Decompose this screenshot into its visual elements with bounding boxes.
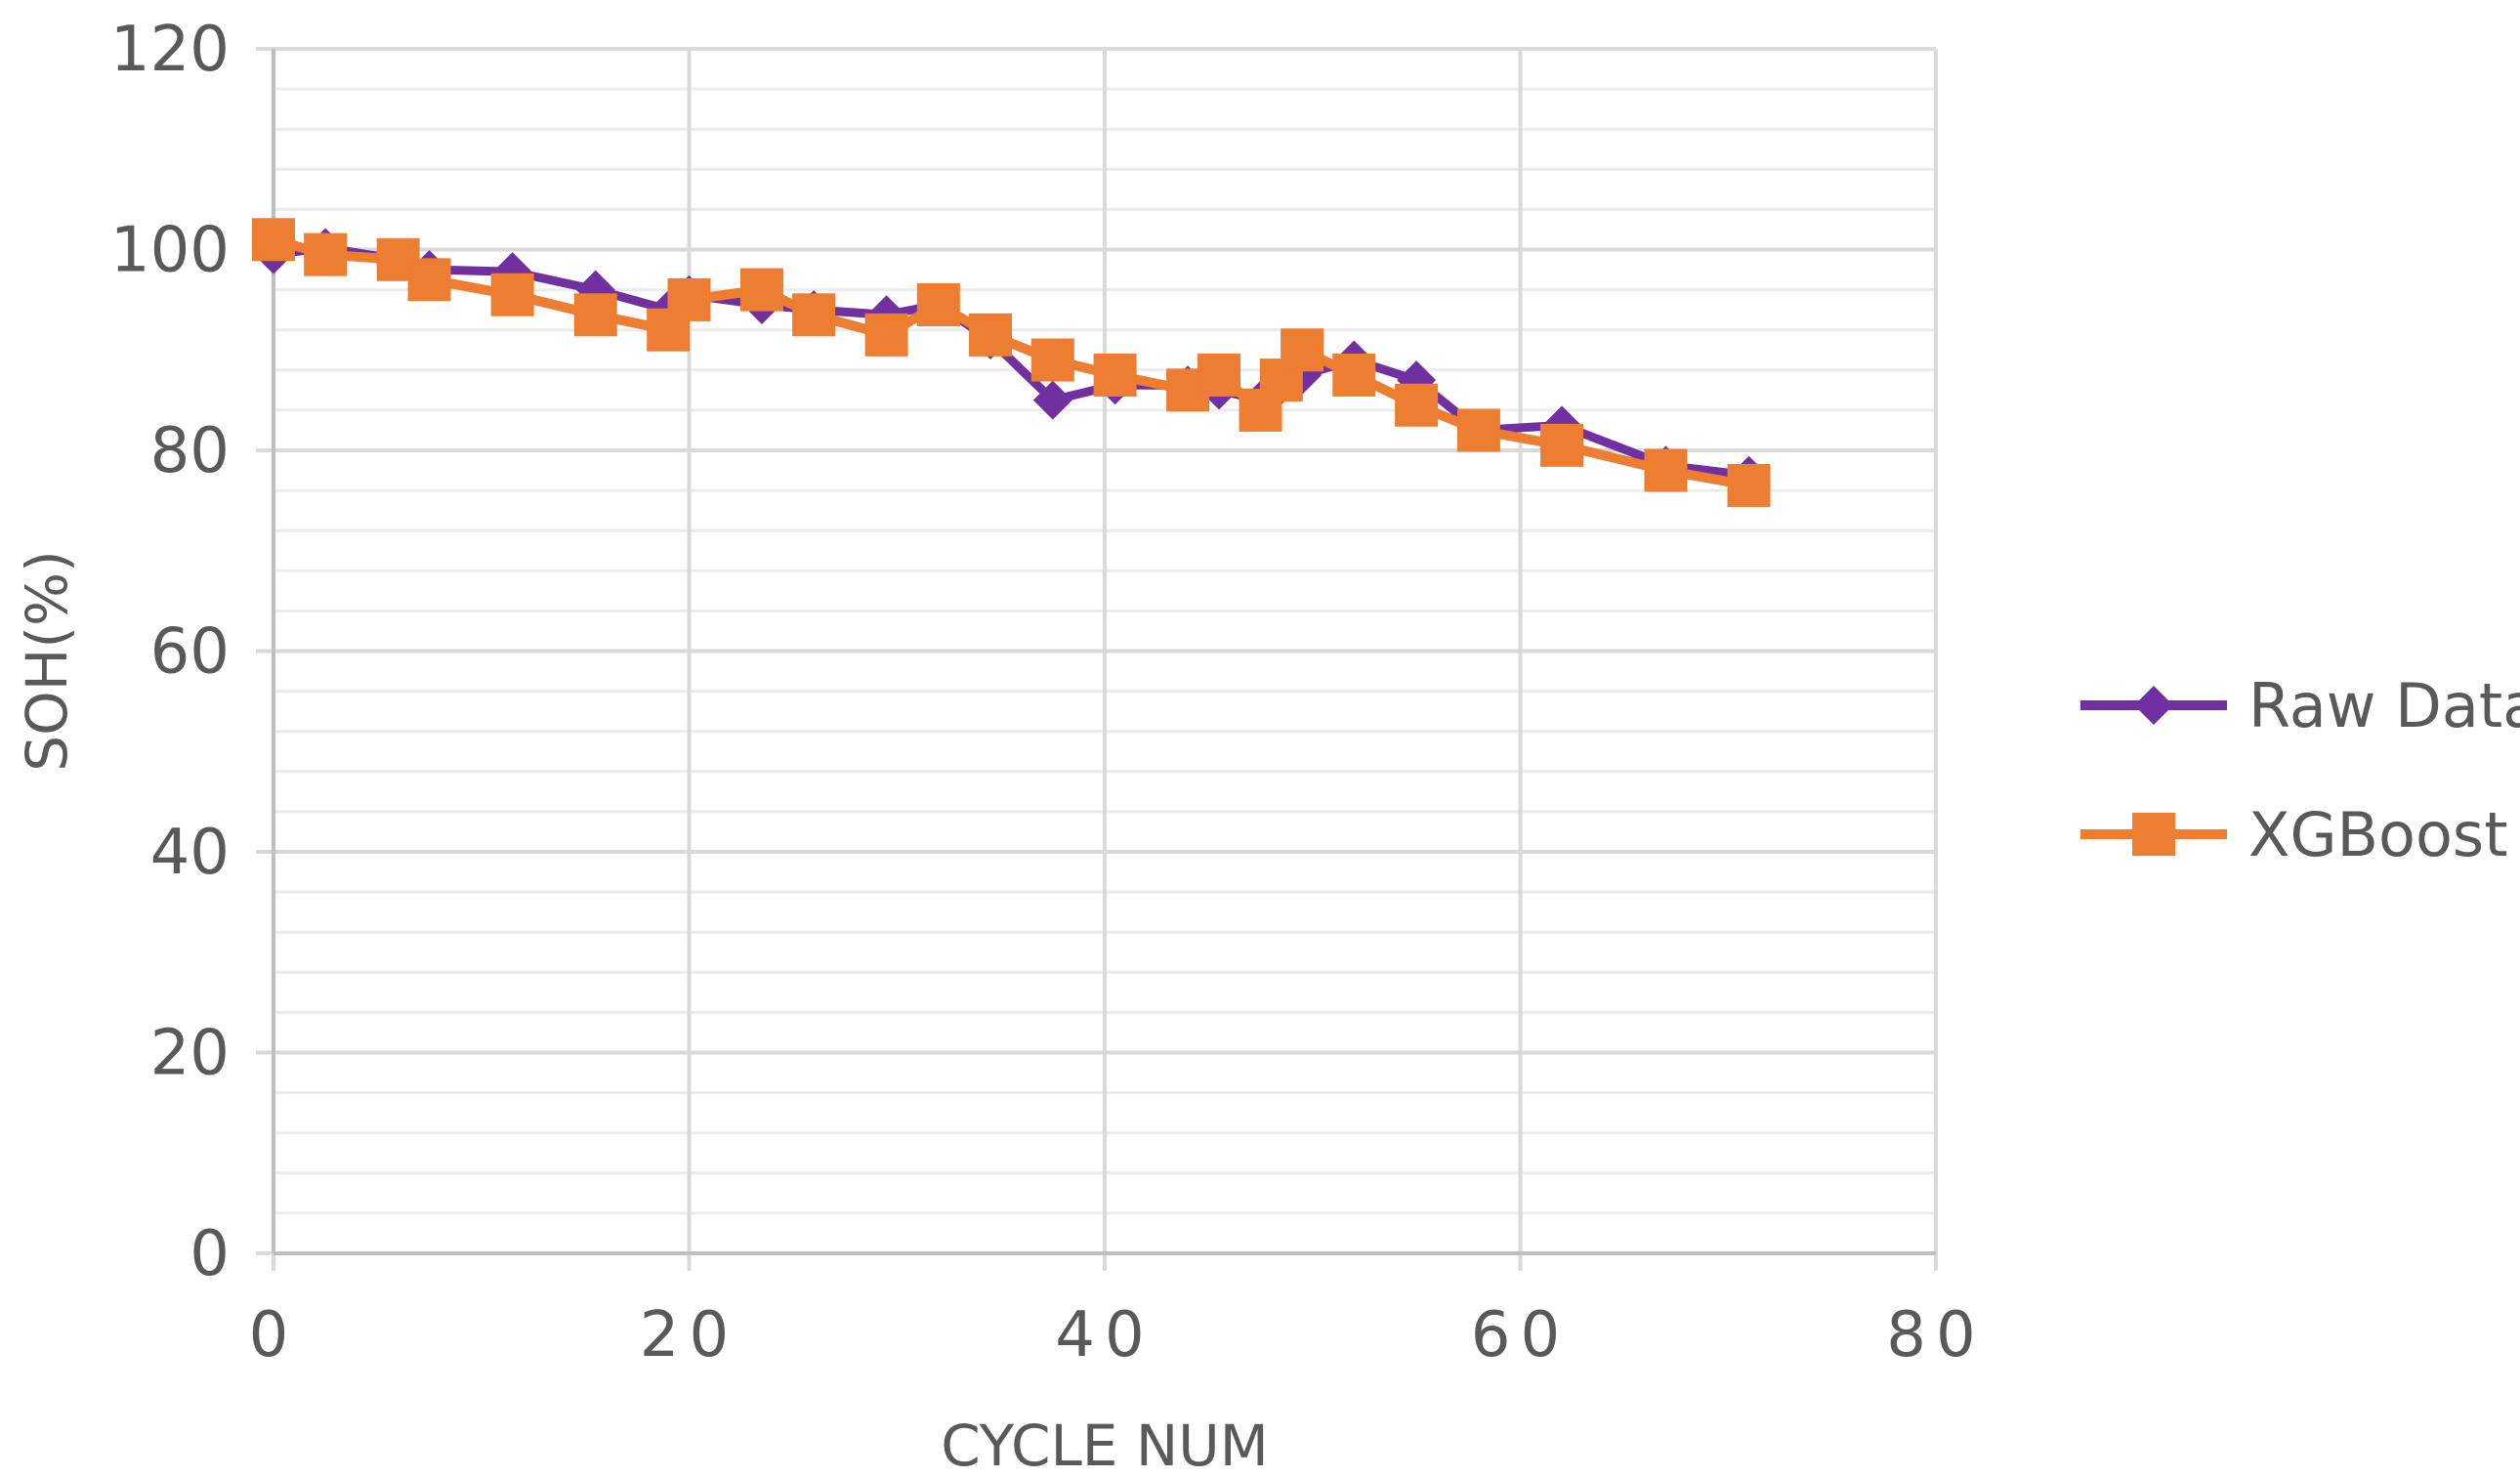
y-axis-title: SOH(%) bbox=[14, 550, 80, 771]
data-point bbox=[1093, 353, 1137, 397]
data-point bbox=[1540, 423, 1584, 467]
data-point bbox=[304, 232, 348, 276]
y-tick-label: 20 bbox=[150, 1018, 230, 1090]
data-point bbox=[490, 273, 534, 316]
data-point bbox=[916, 283, 960, 327]
series-xgboost bbox=[252, 218, 1771, 507]
y-tick-label: 100 bbox=[110, 215, 230, 287]
y-tick-label: 0 bbox=[189, 1218, 230, 1290]
y-tick-label: 60 bbox=[150, 616, 230, 689]
x-tick-label: 80 bbox=[1886, 1299, 1985, 1372]
y-tick-labels: 0 20 40 60 80 100 120 bbox=[110, 14, 230, 1290]
data-point bbox=[739, 268, 783, 312]
legend-marker bbox=[2132, 813, 2175, 856]
data-point bbox=[1332, 353, 1376, 397]
data-point bbox=[864, 313, 908, 357]
major-grid bbox=[256, 47, 1938, 1271]
legend-item: XGBoost bbox=[2080, 799, 2508, 870]
data-point bbox=[573, 293, 617, 337]
data-point bbox=[1727, 463, 1771, 507]
data-point bbox=[407, 258, 451, 302]
x-tick-label: 0 bbox=[249, 1299, 299, 1372]
y-tick-label: 40 bbox=[150, 817, 230, 889]
legend-label: XGBoost bbox=[2248, 799, 2508, 870]
data-point bbox=[667, 277, 711, 321]
data-point bbox=[1281, 328, 1324, 372]
data-point bbox=[1456, 408, 1500, 452]
x-axis-title: CYCLE NUM bbox=[941, 1413, 1269, 1477]
data-point bbox=[792, 293, 836, 337]
legend-label: Raw Data bbox=[2248, 670, 2520, 741]
legend-marker bbox=[2134, 686, 2173, 725]
data-point bbox=[1032, 380, 1072, 420]
x-tick-label: 20 bbox=[640, 1299, 738, 1372]
y-tick-label: 80 bbox=[150, 415, 230, 487]
series-layer bbox=[252, 218, 1771, 507]
data-point bbox=[1395, 383, 1439, 427]
legend: Raw Data XGBoost bbox=[2080, 670, 2520, 870]
x-tick-label: 40 bbox=[1055, 1299, 1154, 1372]
data-point bbox=[1030, 338, 1074, 382]
y-tick-label: 120 bbox=[110, 14, 230, 86]
x-tick-label: 60 bbox=[1471, 1299, 1570, 1372]
x-tick-labels: 0 20 40 60 80 bbox=[249, 1299, 1985, 1372]
legend-item: Raw Data bbox=[2080, 670, 2520, 741]
data-point bbox=[1197, 353, 1241, 397]
data-point bbox=[968, 313, 1012, 357]
data-point bbox=[252, 218, 295, 262]
data-point bbox=[1644, 448, 1688, 492]
